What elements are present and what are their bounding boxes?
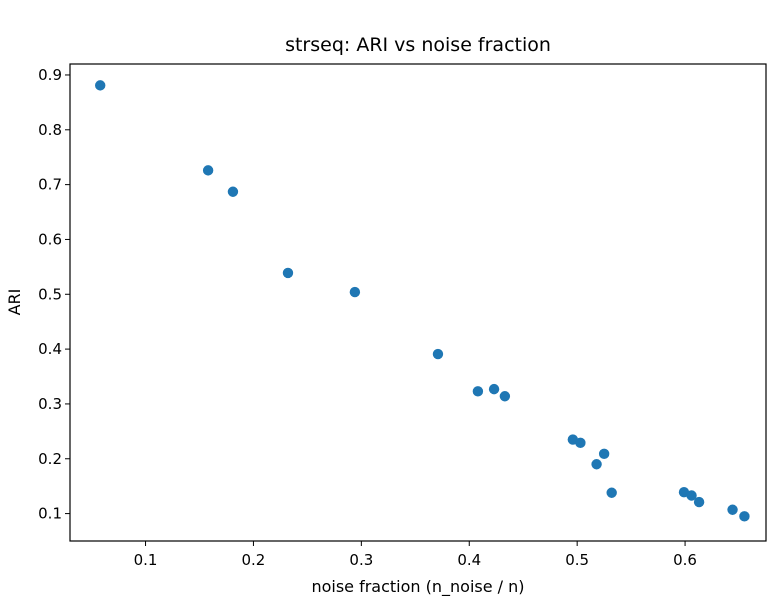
y-tick-label: 0.6 [38,230,62,248]
plot-frame [69,63,767,542]
scatter-point [606,487,617,498]
scatter-point [499,391,511,402]
x-tick-label: 0.3 [349,551,373,569]
x-tick-label: 0.1 [134,551,158,569]
chart-title: strseq: ARI vs noise fraction [285,34,551,56]
y-tick-label: 0.5 [38,285,62,303]
x-axis-ticks: 0.1 0.2 0.3 0.4 0.5 0.6 [134,541,697,569]
x-tick-label: 0.2 [242,551,266,569]
scatter-point [95,80,106,91]
scatter-point [739,511,750,522]
y-tick-label: 0.8 [38,121,62,139]
scatter-point [282,267,294,279]
x-tick-label: 0.5 [565,551,589,569]
scatter-point [432,348,444,360]
y-tick-label: 0.9 [38,66,62,84]
scatter-point [686,490,697,501]
y-tick-label: 0.7 [38,176,62,194]
y-tick-label: 0.2 [38,450,62,468]
y-axis-label: ARI [5,289,24,316]
x-axis-label: noise fraction (n_noise / n) [311,577,524,597]
scatter-point [727,504,738,515]
scatter-point [488,383,500,395]
scatter-point [598,448,610,460]
scatter-point [227,186,239,197]
scatter-point [575,437,586,449]
y-tick-label: 0.4 [38,340,62,358]
y-axis-ticks: 0.1 0.2 0.3 0.4 0.5 0.6 0.7 0.8 0.9 [38,66,70,523]
data-points [95,80,750,522]
y-tick-label: 0.3 [38,395,62,413]
x-tick-label: 0.6 [673,551,697,569]
scatter-point [693,496,705,508]
y-tick-label: 0.1 [38,505,62,523]
scatter-point [202,165,214,176]
scatter-point [591,459,602,470]
scatter-point [349,286,361,298]
scatter-point [472,386,484,397]
x-tick-label: 0.4 [457,551,481,569]
